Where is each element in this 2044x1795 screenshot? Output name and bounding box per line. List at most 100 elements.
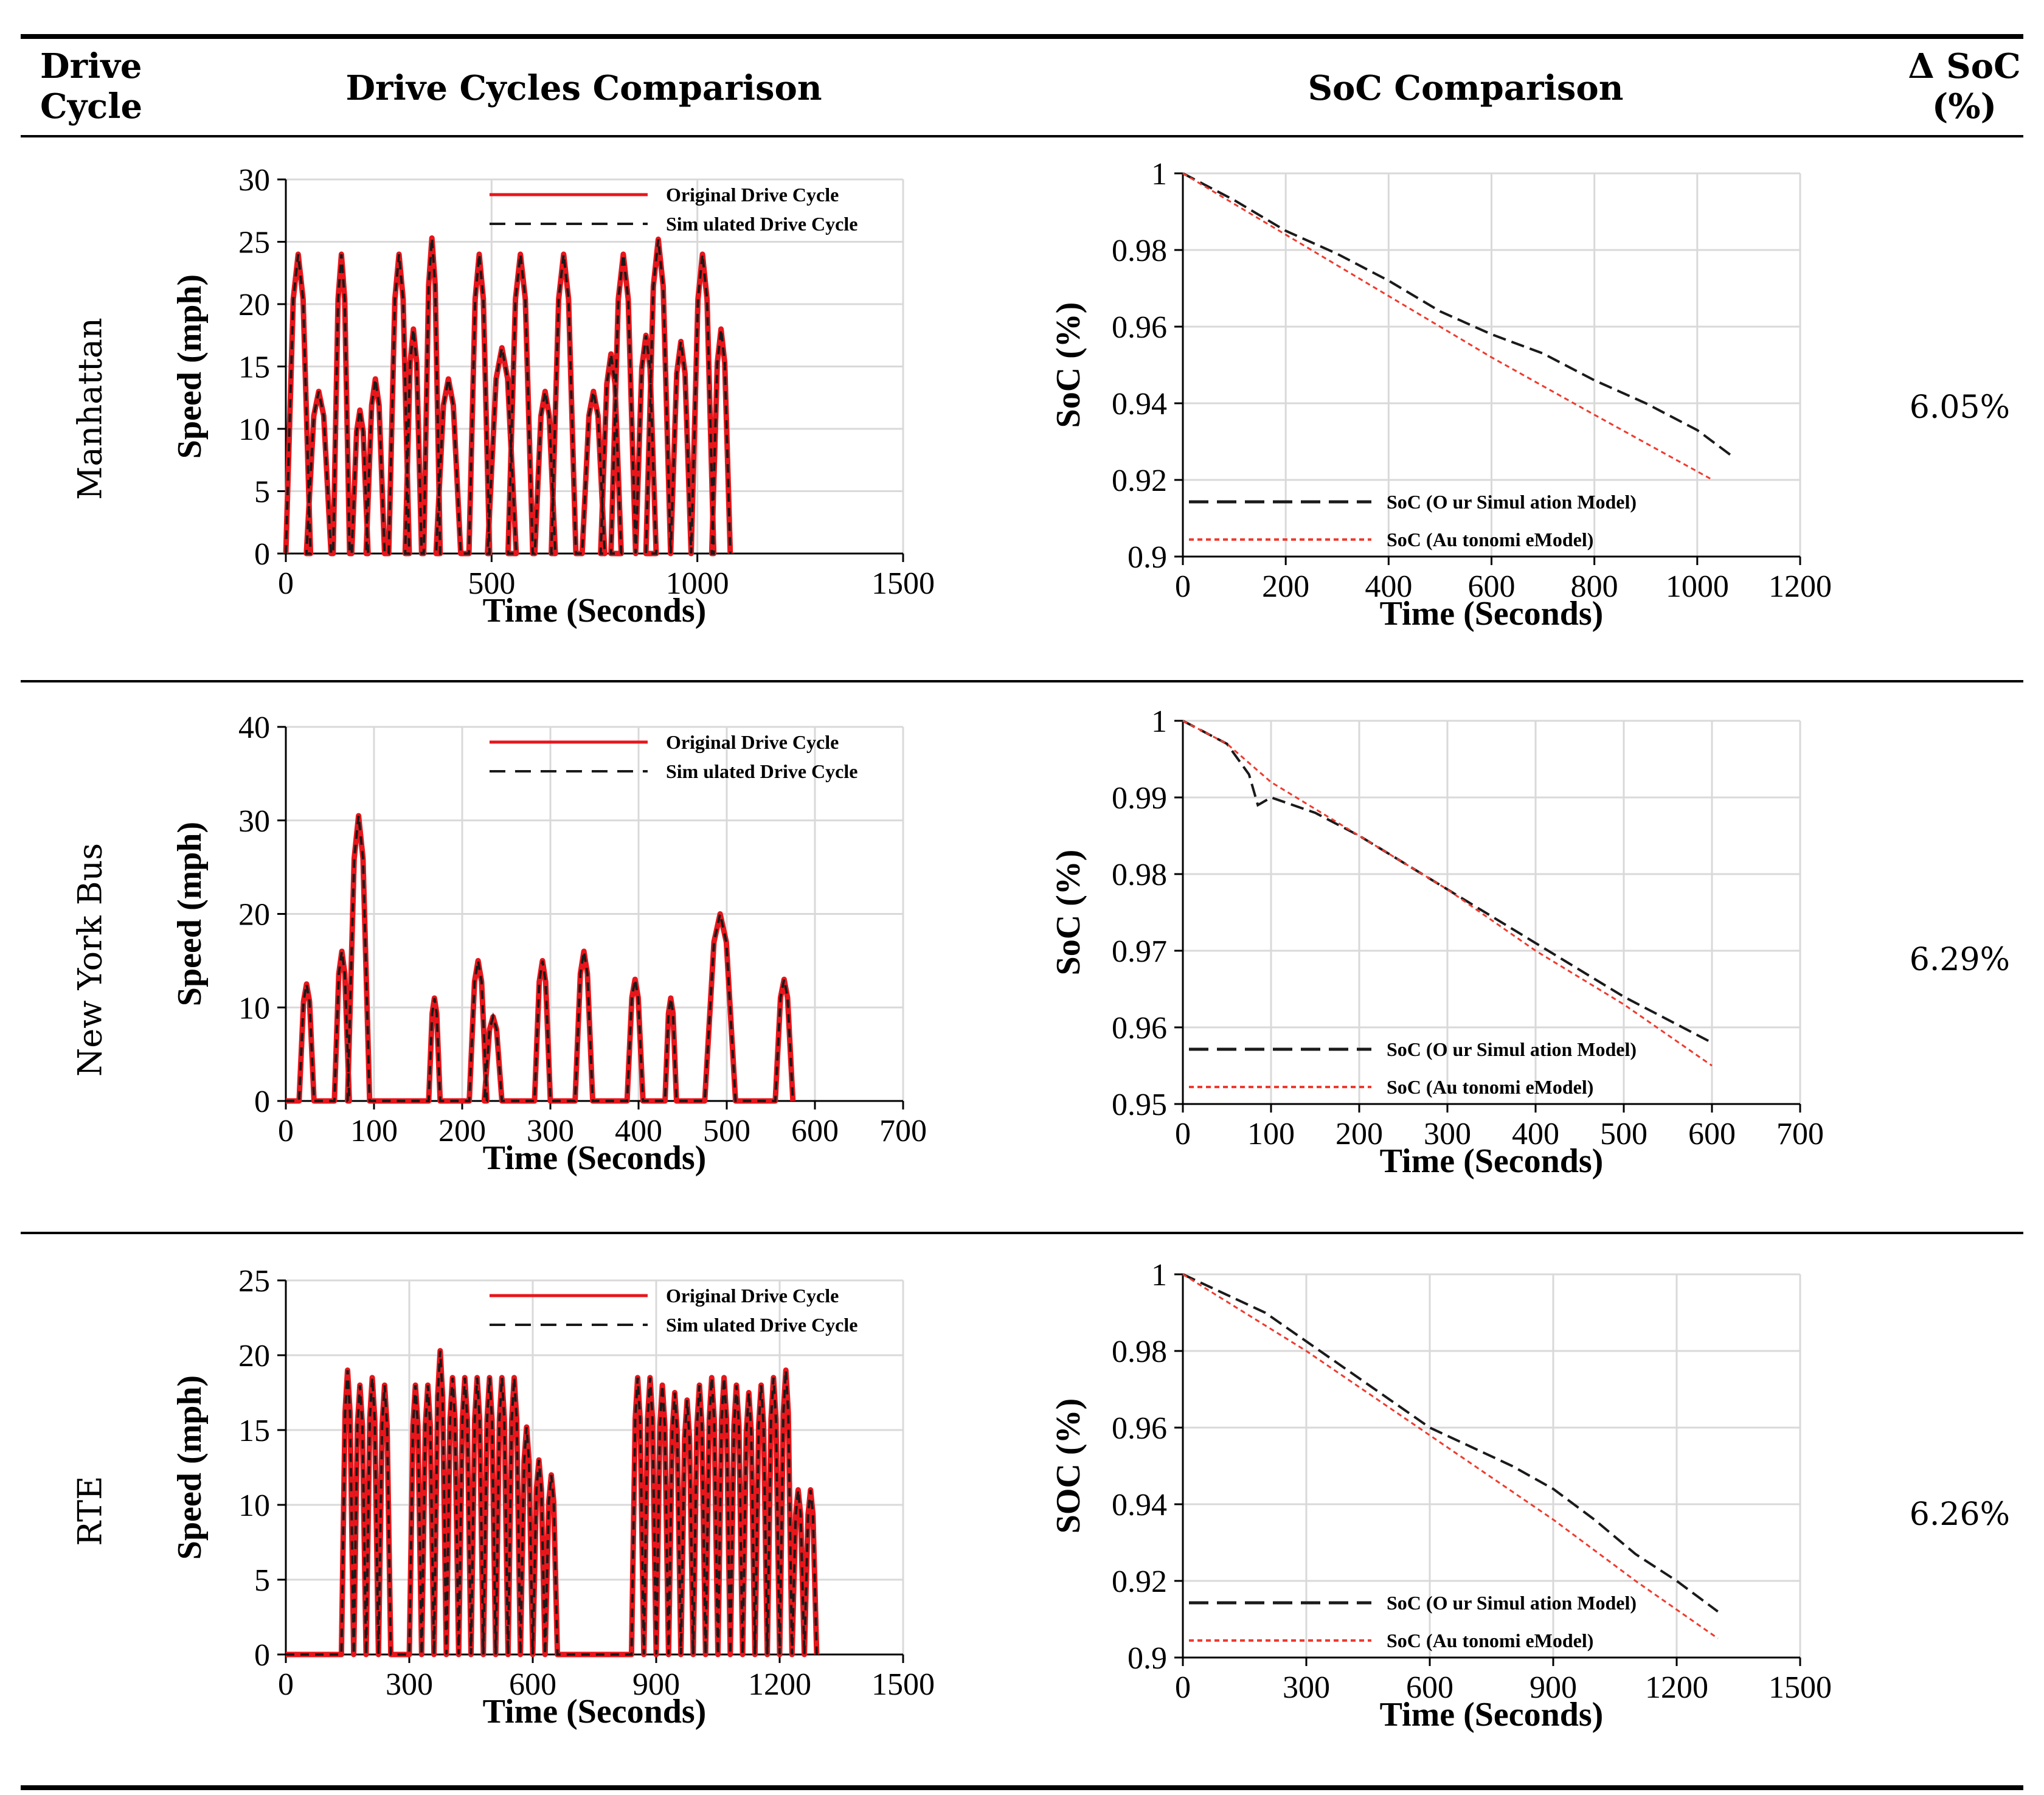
speed-2-x-tick-label: 900 [632,1667,680,1702]
soc-2-y-tick-label: 0.92 [1112,1564,1167,1599]
soc-0-x-tick-label: 1000 [1666,569,1729,604]
soc-0-x-tick-label: 1200 [1769,569,1832,604]
soc-0-series-autonomie [1182,172,1713,481]
header-drive-cycle: Drive Cycle [40,46,143,127]
soc-0-x-axis-title: Time (Seconds) [1380,595,1604,633]
top-rule [21,34,2023,39]
speed-1-x-tick-label: 600 [791,1114,839,1148]
soc-1-x-tick-label: 600 [1688,1117,1736,1151]
soc-chart-rte: 0.9 0.92 0.94 0.96 0.98 1 0 300 600 900 1200 1500 Ti… [1050,1258,1832,1734]
soc-2-y-tick-label: 1 [1151,1258,1167,1293]
soc-1-y-tick-label: 0.95 [1112,1088,1167,1122]
speed-2-x-tick-label: 0 [278,1667,294,1702]
soc-0-y-tick-label: 0.9 [1128,540,1167,575]
speed-1-x-tick-label: 700 [879,1114,927,1148]
speed-0-x-axis-title: Time (Seconds) [483,592,707,630]
soc-2-x-axis-title: Time (Seconds) [1380,1696,1604,1734]
speed-0-legend-original-label: Original Drive Cycle [666,184,839,206]
speed-1-legend-original-label: Original Drive Cycle [666,731,839,753]
speed-1-x-tick-label: 100 [350,1114,398,1148]
speed-0-x-tick-label: 1000 [666,566,729,601]
soc-1-x-tick-label: 400 [1512,1117,1559,1151]
speed-2-y-tick-label: 5 [254,1563,270,1598]
soc-0-x-tick-label: 0 [1175,569,1191,604]
soc-2-legend-label-0: SoC (O ur Simul ation Model) [1387,1592,1637,1614]
header-delta-soc: Δ SoC (%) [1908,46,2021,127]
soc-0-x-tick-label: 400 [1365,569,1412,604]
header-drive-cycles-comparison: Drive Cycles Comparison [345,68,822,108]
speed-2-y-tick-label: 15 [238,1414,270,1448]
speed-1-legend-simulated-label: Sim ulated Drive Cycle [666,760,858,782]
soc-0-y-axis-title: SoC (%) [1050,302,1087,428]
speed-2-legend-simulated-label: Sim ulated Drive Cycle [666,1314,858,1336]
speed-1-y-axis-title: Speed (mph) [171,822,209,1006]
soc-2-y-tick-label: 0.96 [1112,1411,1167,1446]
soc-2-y-tick-label: 0.9 [1128,1641,1167,1676]
speed-1-x-tick-label: 0 [278,1114,294,1148]
header-soc-comparison: SoC Comparison [1308,68,1624,108]
soc-1-x-tick-label: 700 [1776,1117,1824,1151]
speed-2-x-axis-title: Time (Seconds) [483,1693,707,1731]
row-label-manhattan: Manhattan [71,318,109,500]
speed-0-y-axis-title: Speed (mph) [171,274,209,459]
speed-1-x-tick-label: 400 [615,1114,662,1148]
soc-2-series-autonomie [1182,1273,1719,1639]
speed-0-series-simulated [285,238,732,555]
soc-0-x-tick-label: 200 [1262,569,1309,604]
soc-2-x-tick-label: 900 [1530,1670,1577,1705]
soc-1-y-tick-label: 0.99 [1112,781,1167,816]
soc-0-legend-label-1: SoC (Au tonomi eModel) [1387,529,1593,550]
soc-1-y-tick-label: 0.96 [1112,1011,1167,1046]
speed-2-x-tick-label: 1200 [748,1667,811,1702]
soc-0-series-our-model [1182,172,1734,458]
speed-2-x-tick-label: 300 [386,1667,433,1702]
soc-2-x-tick-label: 1500 [1769,1670,1832,1705]
speed-0-y-tick-label: 20 [238,288,270,322]
speed-1-x-axis-title: Time (Seconds) [483,1139,707,1177]
speed-0-y-tick-label: 5 [254,475,270,510]
soc-1-x-tick-label: 0 [1175,1117,1191,1151]
row-rule-1 [21,680,2023,682]
soc-1-legend-label-0: SoC (O ur Simul ation Model) [1387,1038,1637,1060]
speed-1-x-tick-label: 500 [703,1114,750,1148]
speed-0-y-tick-label: 30 [238,163,270,198]
soc-0-x-tick-label: 600 [1468,569,1516,604]
soc-chart-new-york-bus: 0.95 0.96 0.97 0.98 0.99 1 0 100 200 300 400 500 600… [1050,704,1824,1180]
delta-soc-manhattan: 6.05% [1909,389,2010,426]
soc-1-x-tick-label: 100 [1247,1117,1295,1151]
soc-0-y-tick-label: 0.94 [1112,387,1167,422]
speed-1-y-tick-label: 10 [238,991,270,1026]
soc-1-y-tick-label: 0.98 [1112,858,1167,892]
soc-0-y-tick-label: 0.98 [1112,234,1167,268]
speed-2-legend-original-label: Original Drive Cycle [666,1285,839,1307]
speed-2-x-tick-label: 600 [509,1667,556,1702]
soc-1-y-axis-title: SoC (%) [1050,850,1087,976]
speed-1-y-tick-label: 30 [238,804,270,839]
speed-0-y-tick-label: 10 [238,412,270,447]
speed-2-x-tick-label: 1500 [871,1667,935,1702]
soc-0-legend-label-0: SoC (O ur Simul ation Model) [1387,491,1637,513]
delta-soc-new-york-bus: 6.29% [1909,942,2010,978]
soc-1-legend-label-1: SoC (Au tonomi eModel) [1387,1076,1593,1098]
speed-chart-manhattan: 0 5 10 15 20 25 30 0 500 1000 1500 Time (Seconds) Sp… [171,163,935,630]
speed-0-x-tick-label: 0 [278,566,294,601]
soc-1-y-tick-label: 0.97 [1112,934,1167,969]
speed-2-y-tick-label: 25 [238,1264,270,1299]
speed-1-series-simulated [286,815,794,1102]
soc-chart-manhattan: 0.9 0.92 0.94 0.96 0.98 1 0 200 400 600 800 1000 120… [1050,157,1832,633]
soc-2-series-our-model [1182,1273,1719,1613]
speed-2-y-tick-label: 10 [238,1488,270,1523]
speed-1-y-tick-label: 0 [254,1085,270,1119]
soc-1-y-tick-label: 1 [1151,704,1167,739]
speed-0-x-tick-label: 1500 [871,566,935,601]
soc-0-y-tick-label: 0.92 [1112,464,1167,498]
speed-0-y-tick-label: 25 [238,226,270,260]
row-label-new-york-bus: New York Bus [71,843,109,1077]
speed-0-legend-simulated-label: Sim ulated Drive Cycle [666,213,858,235]
row-rule-2 [21,1232,2023,1234]
soc-2-y-tick-label: 0.94 [1112,1488,1167,1522]
soc-1-x-tick-label: 200 [1336,1117,1383,1151]
row-label-rte: RTE [71,1476,109,1546]
speed-0-x-tick-label: 500 [468,566,515,601]
